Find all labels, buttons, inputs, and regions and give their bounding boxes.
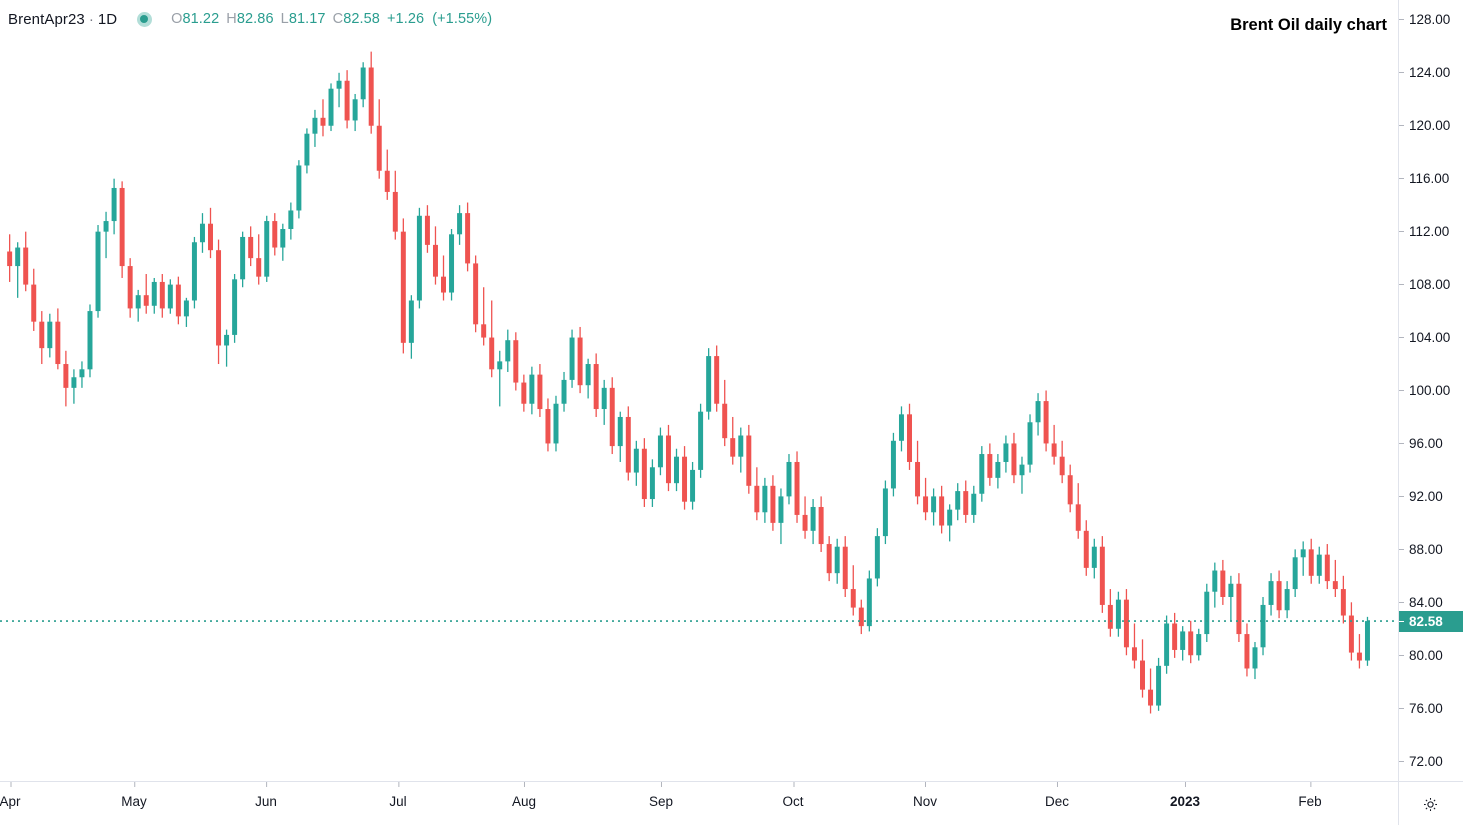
price-tick-mark <box>1399 707 1404 709</box>
price-tick-label: 112.00 <box>1399 224 1463 240</box>
price-tick-mark <box>1399 601 1404 603</box>
time-tick-label: Dec <box>1044 794 1070 809</box>
price-tick-text: 84.00 <box>1409 594 1443 610</box>
price-tick-mark <box>1399 495 1404 497</box>
price-tick-mark <box>1399 125 1404 127</box>
time-tick-jun: Jun <box>255 782 277 809</box>
time-scale-divider <box>1398 782 1399 825</box>
time-tick-label: May <box>121 794 147 809</box>
time-tick-sep: Sep <box>649 782 673 809</box>
time-tick-aug: Aug <box>512 782 536 809</box>
price-tick-mark <box>1399 337 1404 339</box>
time-tick-jul: Jul <box>389 782 407 809</box>
price-tick-text: 120.00 <box>1409 118 1451 134</box>
price-tick-label: 108.00 <box>1399 277 1463 293</box>
price-tick-label: 120.00 <box>1399 118 1463 134</box>
price-tick-text: 124.00 <box>1409 65 1451 81</box>
price-tick-mark <box>1399 760 1404 762</box>
time-tick-label: Jul <box>389 794 407 809</box>
legend-interval[interactable]: 1D <box>97 10 118 28</box>
price-tick-label: 96.00 <box>1399 435 1463 451</box>
chart-legend[interactable]: BrentApr23 · 1D O81.22 H82.86 L81.17 C82… <box>8 10 492 28</box>
time-tick-label: 2023 <box>1169 794 1201 809</box>
price-tick-mark <box>1399 442 1404 444</box>
price-tick-mark <box>1399 654 1404 656</box>
price-tick-text: 108.00 <box>1409 277 1451 293</box>
price-tick-label: 100.00 <box>1399 383 1463 399</box>
current-price-badge[interactable]: 82.58 <box>1399 610 1463 632</box>
ohlc-high-label: H <box>226 11 237 27</box>
price-tick-label: 72.00 <box>1399 753 1463 769</box>
time-tick-nov: Nov <box>913 782 937 809</box>
chart-plot-area[interactable] <box>0 0 1398 781</box>
price-tick-text: 112.00 <box>1409 224 1450 240</box>
gear-icon[interactable] <box>1398 782 1463 825</box>
time-tick-label: Nov <box>912 794 938 809</box>
price-tick-label: 84.00 <box>1399 594 1463 610</box>
price-tick-mark <box>1399 231 1404 233</box>
time-tick-dec: Dec <box>1045 782 1069 809</box>
price-tick-text: 72.00 <box>1409 753 1443 769</box>
time-tick-label: Sep <box>648 794 674 809</box>
price-tick-mark <box>1399 548 1404 550</box>
ohlc-high-value: 82.86 <box>236 11 274 27</box>
legend-symbol[interactable]: BrentApr23 <box>8 10 85 28</box>
ohlc-low-label: L <box>280 11 289 27</box>
time-tick-label: Apr <box>0 794 21 809</box>
price-tick-text: 76.00 <box>1409 700 1443 716</box>
price-tick-mark <box>1399 178 1404 180</box>
price-tick-label: 88.00 <box>1399 541 1463 557</box>
time-tick-label: Jun <box>255 794 277 809</box>
price-tick-text: 116.00 <box>1409 171 1450 187</box>
time-tick-label: Feb <box>1298 794 1322 809</box>
time-tick-feb: Feb <box>1298 782 1322 809</box>
legend-ohlc-values: O81.22 H82.86 L81.17 C82.58 +1.26 (+1.55… <box>171 11 492 27</box>
price-tick-label: 104.00 <box>1399 330 1463 346</box>
ohlc-low-value: 81.17 <box>288 11 326 27</box>
price-tick-mark <box>1399 72 1404 74</box>
time-tick-label: Aug <box>511 794 537 809</box>
time-tick-apr: Apr <box>0 782 21 809</box>
circle-dot-icon[interactable] <box>131 10 157 28</box>
price-tick-label: 124.00 <box>1399 65 1463 81</box>
price-tick-text: 96.00 <box>1409 435 1443 451</box>
price-tick-text: 100.00 <box>1409 383 1451 398</box>
price-tick-label: 116.00 <box>1399 171 1463 187</box>
ohlc-open-value: 81.22 <box>182 11 220 27</box>
price-tick-label: 92.00 <box>1399 488 1463 504</box>
price-scale[interactable]: 128.00 124.00 120.00 116.00 112.00 108.00 104.… <box>1398 0 1463 781</box>
time-scale[interactable]: Apr May Jun Jul Aug Sep Oct Nov Dec 2023 Feb <box>0 781 1463 825</box>
ohlc-close-value: 82.58 <box>343 11 380 27</box>
legend-separator: · <box>88 10 94 28</box>
price-tick-text: 88.00 <box>1409 541 1443 557</box>
time-tick-label: Oct <box>782 794 804 809</box>
ohlc-change: +1.26 <box>386 11 425 27</box>
ohlc-open-label: O <box>171 11 183 27</box>
time-tick-2023: 2023 <box>1170 782 1200 809</box>
ohlc-change-percent: (+1.55%) <box>432 11 493 27</box>
price-tick-mark <box>1399 19 1404 21</box>
time-tick-oct: Oct <box>782 782 804 809</box>
price-tick-mark <box>1399 284 1404 286</box>
ohlc-close-label: C <box>332 11 344 27</box>
price-tick-text: 104.00 <box>1409 330 1451 346</box>
price-tick-text: 80.00 <box>1409 647 1443 663</box>
price-tick-text: 128.00 <box>1409 12 1451 28</box>
price-tick-label: 76.00 <box>1399 700 1463 716</box>
price-tick-label: 128.00 <box>1399 12 1463 28</box>
candlestick-series <box>0 51 1398 714</box>
price-tick-text: 92.00 <box>1409 488 1443 504</box>
current-price-text: 82.58 <box>1409 613 1443 629</box>
time-tick-may: May <box>121 782 147 809</box>
chart-title: Brent Oil daily chart <box>1230 16 1387 34</box>
price-tick-mark <box>1399 390 1404 391</box>
price-tick-label: 80.00 <box>1399 647 1463 663</box>
